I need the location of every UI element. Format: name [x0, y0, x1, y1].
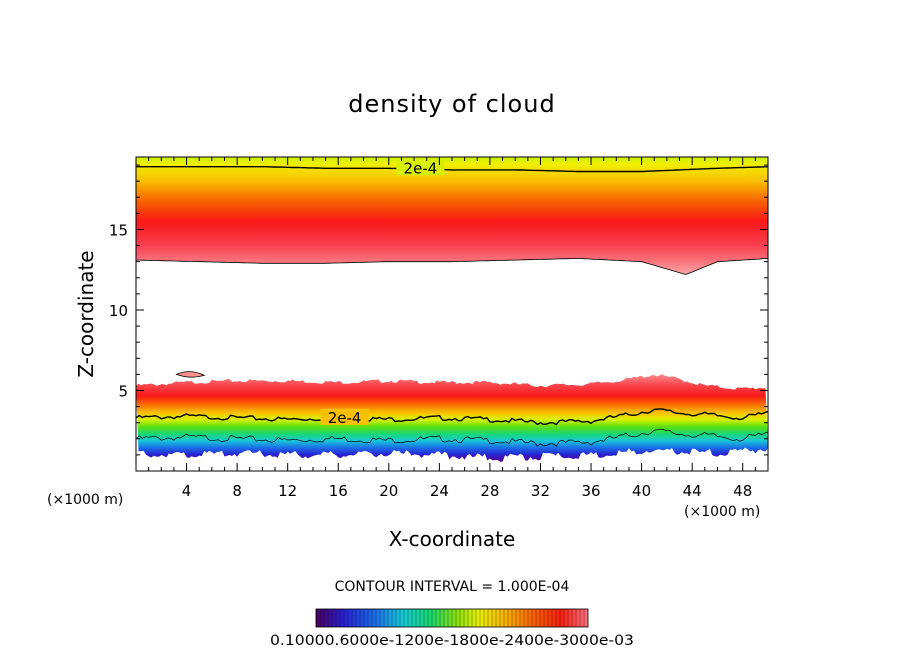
chart-title: density of cloud	[348, 90, 555, 118]
y-tick-label: 15	[109, 221, 128, 239]
y-tick-label: 5	[118, 382, 128, 400]
x-tick-label: 16	[329, 482, 348, 500]
lower-contour-line-2	[136, 428, 768, 447]
colorbar-labels: 0.10000.6000e-1200e-1800e-2400e-3000e-03	[270, 633, 634, 649]
contour-interval: CONTOUR INTERVAL = 1.000E-04	[335, 579, 570, 595]
x-tick-label: 32	[531, 482, 550, 500]
colorbar-stripes	[315, 609, 585, 627]
plot-area	[136, 157, 768, 462]
lower-contour-line	[136, 408, 768, 426]
upper-layer-edge	[136, 257, 768, 275]
y-axis-label: Z-coordinate	[74, 250, 98, 377]
y-axis-ticks: 5 10 15	[109, 164, 768, 456]
upper-cloud-layer	[136, 157, 768, 275]
x-tick-label: 20	[379, 482, 398, 500]
lower-cloud-layer	[136, 374, 768, 462]
contour-labels: 2e-4 2e-4	[320, 159, 445, 427]
x-tick-label: 48	[733, 482, 752, 500]
x-tick-label: 24	[430, 482, 449, 500]
contour-label-bg	[396, 159, 445, 176]
x-tick-label: 4	[182, 482, 192, 500]
x-axis-label: X-coordinate	[389, 527, 516, 551]
x-axis-ticks: 4 8 12 16 20 24 28 32 36 40 44 48	[148, 157, 756, 500]
contour-label-bg	[320, 408, 369, 425]
upper-contour-line	[136, 166, 768, 173]
y-tick-label: 10	[109, 302, 128, 320]
x-unit-right: (×1000 m)	[684, 504, 760, 520]
contour-label: 2e-4	[404, 159, 438, 177]
x-tick-label: 28	[480, 482, 499, 500]
x-tick-label: 12	[278, 482, 297, 500]
x-tick-label: 8	[232, 482, 242, 500]
contour-label: 2e-4	[328, 409, 362, 427]
x-tick-label: 40	[632, 482, 651, 500]
x-unit-left: (×1000 m)	[47, 492, 123, 508]
small-cloud-patch	[175, 371, 206, 378]
x-tick-label: 36	[581, 482, 600, 500]
x-tick-label: 44	[683, 482, 702, 500]
